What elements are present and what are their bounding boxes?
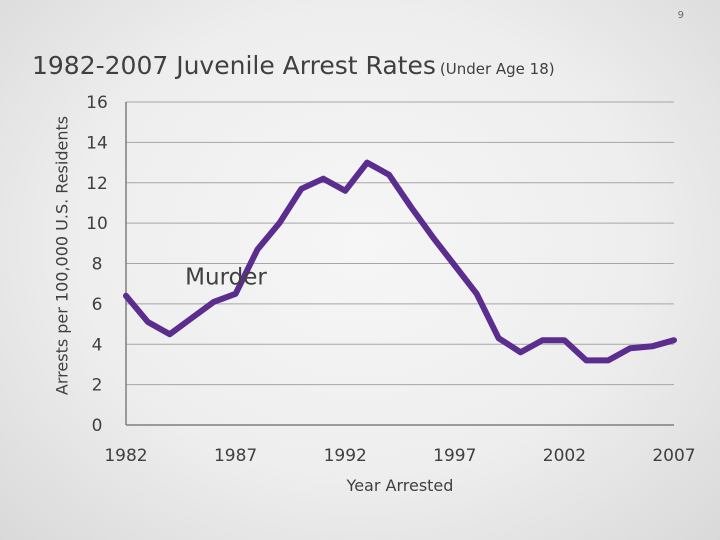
x-tick-label-1982: 1982	[104, 446, 147, 466]
y-tick-label-0: 0	[92, 416, 103, 436]
x-tick-labels: 1982 1987 1992 1997 2002 2007	[104, 446, 695, 466]
y-tick-labels: 0 2 4 6 8 10 12 14 16	[86, 93, 108, 436]
y-tick-label-12: 12	[86, 174, 108, 194]
page-number: 9	[677, 10, 684, 21]
y-tick-label-4: 4	[92, 335, 103, 355]
chart-title-main: 1982-2007 Juvenile Arrest Rates	[32, 51, 436, 80]
x-tick-label-2007: 2007	[652, 446, 695, 466]
chart-subtitle: (Under Age 18)	[439, 60, 555, 78]
y-tick-label-6: 6	[92, 295, 103, 315]
series-line-0	[123, 159, 677, 364]
y-tick-label-8: 8	[92, 255, 103, 275]
x-tick-label-2002: 2002	[543, 446, 586, 466]
y-tick-label-2: 2	[92, 376, 103, 396]
x-tick-label-1987: 1987	[214, 446, 257, 466]
chart-gridlines	[126, 101, 674, 386]
x-tick-label-1997: 1997	[433, 446, 476, 466]
y-tick-label-16: 16	[86, 93, 108, 113]
chart-axes	[125, 102, 674, 426]
chart-title: 1982-2007 Juvenile Arrest Rates (Under Ag…	[32, 44, 555, 82]
x-tick-label-1992: 1992	[324, 446, 367, 466]
chart-series	[123, 159, 677, 364]
series-annotation-label: Murder	[185, 265, 267, 291]
y-tick-label-10: 10	[86, 214, 108, 234]
y-axis-title: Arrests per 100,000 U.S. Residents	[53, 116, 72, 395]
y-tick-label-14: 14	[86, 133, 108, 153]
x-axis-title: Year Arrested	[346, 476, 454, 495]
